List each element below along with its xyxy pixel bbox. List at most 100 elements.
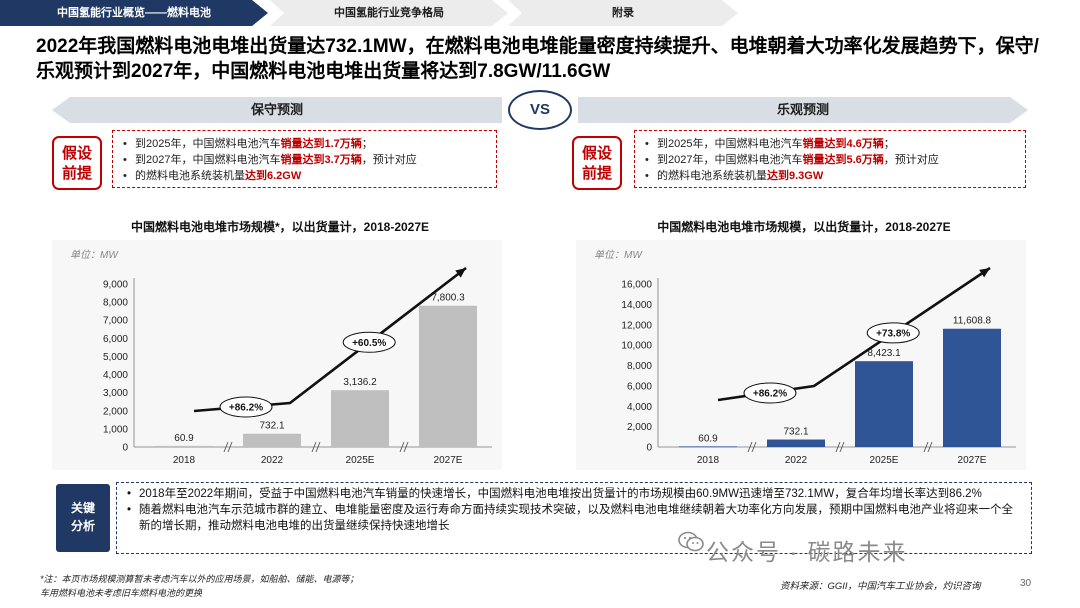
growth-label: +73.8%	[876, 328, 910, 339]
data-label: 732.1	[783, 427, 808, 438]
vs-badge: VS	[508, 90, 572, 130]
axis-break-mark	[747, 441, 753, 453]
tab-fuel-cell-overview[interactable]: 中国氢能行业概览——燃料电池	[0, 0, 268, 26]
section-tabs: 中国氢能行业概览——燃料电池 中国氢能行业竞争格局 附录	[0, 0, 1080, 26]
axis-break-mark	[927, 441, 933, 453]
category-label: 2025E	[346, 455, 375, 466]
axis-break-mark	[311, 441, 317, 453]
axis-break-mark	[399, 441, 405, 453]
data-label: 60.9	[698, 433, 718, 444]
assumption-box-optimistic: 到2025年，中国燃料电池汽车销量达到4.6万辆； 到2027年，中国燃料电池汽…	[634, 130, 1026, 188]
y-tick-label: 5,000	[103, 352, 128, 363]
wechat-icon	[678, 531, 704, 552]
page-number: 30	[1020, 578, 1032, 589]
footnote-line-1: *注：本页市场规模测算暂未考虑汽车以外的应用场景，如船舶、储能、电源等；	[40, 574, 359, 584]
growth-label: +60.5%	[352, 338, 386, 349]
y-tick-label: 12,000	[621, 320, 652, 331]
bar	[943, 328, 1001, 447]
tab-appendix[interactable]: 附录	[508, 0, 738, 26]
wechat-watermark: 公众号 · 碳路未来	[706, 539, 908, 565]
y-tick-label: 8,000	[103, 298, 128, 309]
axis-break-mark	[839, 441, 845, 453]
y-tick-label: 3,000	[103, 388, 128, 399]
y-tick-label: 6,000	[627, 381, 652, 392]
growth-bubble	[866, 322, 920, 344]
category-label: 2025E	[870, 455, 899, 466]
chart-title-optimistic: 中国燃料电池电堆市场规模，以出货量计，2018-2027E	[657, 220, 951, 234]
bar	[679, 446, 737, 448]
category-label: 2027E	[434, 455, 463, 466]
bar	[155, 445, 213, 447]
unit-label: 单位：MW	[70, 249, 119, 261]
axis-break-mark	[223, 441, 229, 453]
footnote-line-2: 车用燃料电池未考虑旧车燃料电池的更换	[40, 588, 203, 598]
y-tick-label: 2,000	[103, 406, 128, 417]
y-tick-label: 2,000	[627, 422, 652, 433]
y-tick-label: 10,000	[621, 341, 652, 352]
axis-break-mark	[315, 441, 321, 453]
axis-break-mark	[923, 441, 929, 453]
category-label: 2018	[173, 455, 196, 466]
category-label: 2022	[261, 455, 284, 466]
trend-arrow-head	[979, 268, 990, 278]
y-tick-label: 14,000	[621, 300, 652, 311]
growth-bubble	[743, 382, 797, 404]
bar	[243, 433, 301, 447]
growth-label: +86.2%	[229, 403, 263, 414]
source-note: 资料来源：GGII，中国汽车工业协会，灼识咨询	[780, 581, 981, 592]
bar-chart-optimistic: 单位：MW 0 2,000 4,000 6,000 8,000 10,000 12,000 14…	[594, 249, 1016, 466]
data-label: 11,608.8	[953, 316, 992, 327]
data-label: 3,136.2	[343, 377, 377, 388]
unit-label: 单位：MW	[594, 249, 643, 261]
assumption-item-cont: 的燃料电池系统装机量达到6.2GW	[123, 168, 488, 184]
bar	[419, 305, 477, 447]
axis-break-mark	[835, 441, 841, 453]
assumption-box-conservative: 到2025年，中国燃料电池汽车销量达到1.7万辆； 到2027年，中国燃料电池汽…	[112, 130, 497, 188]
key-analysis-box: 2018年至2022年期间，受益于中国燃料电池汽车销量的快速增长，中国燃料电池电…	[116, 482, 1032, 554]
conservative-forecast-label: 保守预测	[52, 97, 502, 123]
y-tick-label: 16,000	[621, 280, 652, 291]
data-label: 7,800.3	[431, 293, 465, 304]
bar-chart-conservative: 单位：MW 0 1,000 2,000 3,000 4,000 5,000 6,000 7,00…	[70, 249, 492, 466]
category-label: 2022	[785, 455, 808, 466]
trend-arrow-head	[455, 268, 466, 278]
bar	[767, 439, 825, 447]
y-tick-label: 4,000	[103, 370, 128, 381]
optimistic-forecast-label: 乐观预测	[578, 97, 1028, 123]
tab-competition[interactable]: 中国氢能行业竞争格局	[270, 0, 508, 26]
y-tick-label: 1,000	[103, 424, 128, 435]
assumption-tag-left: 假设前提	[52, 136, 102, 190]
axis-break-mark	[403, 441, 409, 453]
assumption-item: 到2025年，中国燃料电池汽车销量达到4.6万辆；	[645, 136, 1017, 152]
category-label: 2027E	[958, 455, 987, 466]
y-tick-label: 7,000	[103, 316, 128, 327]
key-analysis-tag-text: 关键分析	[70, 501, 95, 533]
footnote: *注：本页市场规模测算暂未考虑汽车以外的应用场景，如船舶、储能、电源等； 车用燃…	[40, 572, 500, 600]
assumption-item: 到2025年，中国燃料电池汽车销量达到1.7万辆；	[123, 136, 488, 152]
y-tick-label: 0	[122, 443, 128, 454]
assumption-item: 到2027年，中国燃料电池汽车销量达到5.6万辆，预计对应	[645, 152, 1017, 168]
growth-label: +86.2%	[753, 389, 787, 400]
analysis-bullet-2: 随着燃料电池汽车示范城市群的建立、电堆能量密度及运行寿命方面持续实现技术突破，以…	[125, 502, 1023, 534]
bar	[855, 361, 913, 447]
category-label: 2018	[697, 455, 720, 466]
y-tick-label: 0	[646, 443, 652, 454]
chart-title-conservative: 中国燃料电池电堆市场规模*，以出货量计，2018-2027E	[130, 220, 430, 234]
axis-break-mark	[751, 441, 757, 453]
axis-break-mark	[227, 441, 233, 453]
growth-bubble	[219, 396, 273, 418]
y-tick-label: 4,000	[627, 402, 652, 413]
assumption-tag-text: 假设前提	[61, 145, 92, 182]
assumption-tag-right: 假设前提	[572, 136, 622, 190]
key-analysis-tag: 关键分析	[56, 484, 110, 552]
bar	[331, 390, 389, 447]
page-title: 2022年我国燃料电池电堆出货量达732.1MW，在燃料电池电堆能量密度持续提升…	[36, 36, 1039, 82]
y-tick-label: 9,000	[103, 280, 128, 291]
assumption-item: 到2027年，中国燃料电池汽车销量达到3.7万辆，预计对应	[123, 152, 488, 168]
y-tick-label: 6,000	[103, 334, 128, 345]
assumption-item-cont: 的燃料电池系统装机量达到9.3GW	[645, 168, 1017, 184]
analysis-bullet-1: 2018年至2022年期间，受益于中国燃料电池汽车销量的快速增长，中国燃料电池电…	[125, 486, 1023, 502]
assumption-tag-text: 假设前提	[581, 145, 612, 182]
data-label: 60.9	[174, 433, 194, 444]
data-label: 8,423.1	[867, 348, 901, 359]
